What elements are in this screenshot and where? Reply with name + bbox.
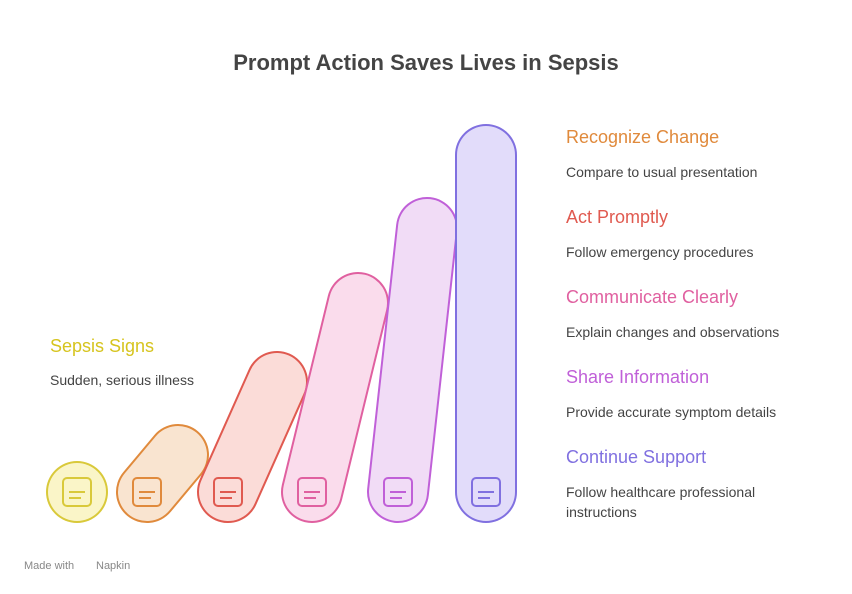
icon [132, 477, 162, 507]
start-text: Sudden, serious illness [50, 372, 194, 388]
step-heading: Act Promptly [566, 207, 669, 227]
footer-brand: Napkin [96, 560, 131, 572]
start-heading: Sepsis Signs [50, 336, 155, 356]
step-heading: Continue Support [566, 447, 707, 467]
icon [471, 477, 501, 507]
step-heading: Share Information [566, 367, 710, 387]
step-text: Explain changes and observations [566, 324, 780, 340]
capsule [369, 198, 456, 521]
icon [62, 477, 92, 507]
step-heading: Recognize Change [566, 127, 720, 147]
step-heading: Communicate Clearly [566, 287, 739, 307]
step-text: Follow healthcare professional instructi… [566, 484, 756, 520]
capsule [199, 352, 306, 521]
icon [383, 477, 413, 507]
step-text: Provide accurate symptom details [566, 404, 777, 420]
title: Prompt Action Saves Lives in Sepsis [233, 50, 619, 75]
icon [213, 477, 243, 507]
step-text: Follow emergency procedures [566, 244, 754, 260]
footer-prefix: Made with [24, 560, 75, 572]
icon [297, 477, 327, 507]
capsule [283, 273, 387, 521]
capsule [118, 425, 207, 521]
step-text: Compare to usual presentation [566, 164, 758, 180]
